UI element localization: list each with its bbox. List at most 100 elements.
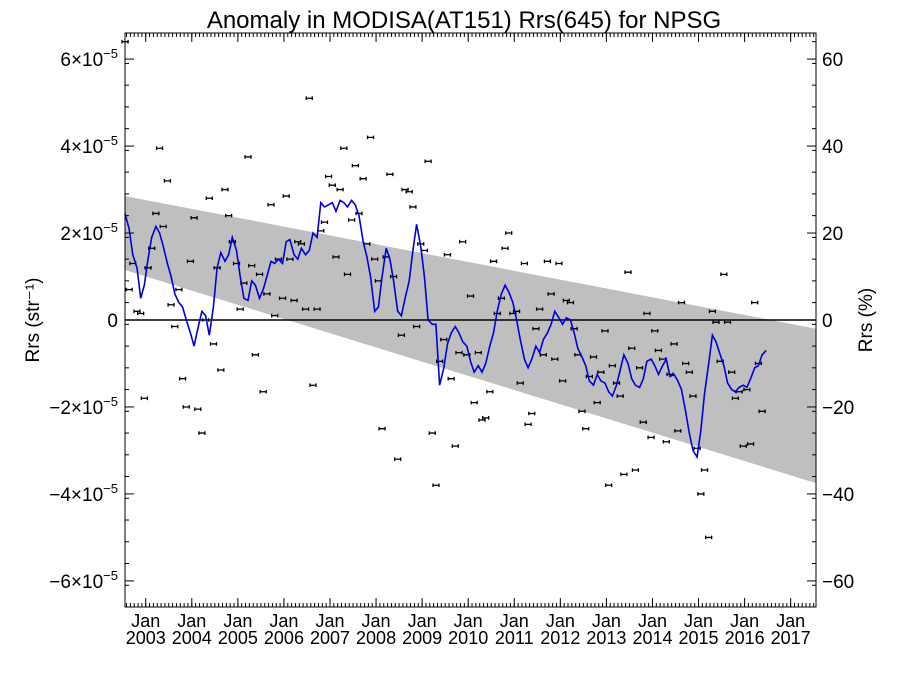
data-point <box>635 366 644 370</box>
data-point <box>347 218 356 222</box>
data-point <box>582 426 590 431</box>
y-tick-label-left: −2×10−5 <box>49 394 118 419</box>
data-point <box>693 446 701 451</box>
data-point <box>267 202 275 207</box>
data-point <box>720 272 728 277</box>
data-point <box>205 196 213 201</box>
trend-band <box>125 196 816 484</box>
x-tick-label-month: Jan <box>684 611 713 631</box>
data-point <box>336 187 344 192</box>
y-tick-label-right: −60 <box>822 572 854 593</box>
y-tick-label-right: 40 <box>822 137 843 158</box>
data-point <box>286 257 294 261</box>
chart-title: Anomaly in MODISA(AT151) Rrs(645) for NP… <box>207 7 721 34</box>
data-point <box>605 483 613 488</box>
data-point <box>585 374 594 379</box>
data-point <box>535 307 544 311</box>
data-point <box>758 409 766 414</box>
data-point <box>305 96 313 101</box>
x-tick-label-year: 2017 <box>771 628 811 648</box>
data-point <box>555 261 563 266</box>
y-tick-label-right: 60 <box>822 50 843 71</box>
data-point <box>309 383 317 388</box>
data-point <box>194 407 202 411</box>
data-point <box>558 379 567 383</box>
data-point <box>593 400 601 405</box>
x-tick-label-year: 2011 <box>495 628 534 648</box>
data-point <box>443 252 452 257</box>
data-point <box>674 429 682 433</box>
data-point <box>723 320 732 324</box>
x-tick-label-year: 2016 <box>725 628 765 648</box>
data-point <box>386 172 394 177</box>
data-point <box>501 246 509 251</box>
data-point <box>608 363 617 368</box>
data-point <box>167 302 175 307</box>
data-point <box>271 313 279 318</box>
x-tick-label-year: 2007 <box>310 628 350 648</box>
data-point <box>478 418 486 422</box>
running-mean-line <box>124 199 767 460</box>
data-point <box>743 387 751 392</box>
data-point <box>520 261 529 266</box>
data-point <box>332 255 340 259</box>
x-tick-label-month: Jan <box>223 611 252 631</box>
x-tick-label-month: Jan <box>730 611 759 631</box>
data-point <box>528 411 536 416</box>
y-tick-label-left: −4×10−5 <box>49 481 118 506</box>
data-point <box>366 135 375 140</box>
data-point <box>474 350 482 355</box>
data-point <box>263 292 271 296</box>
data-point <box>190 216 198 220</box>
x-tick-label-month: Jan <box>776 611 805 631</box>
data-point <box>746 442 755 446</box>
data-point <box>601 329 609 333</box>
data-point <box>217 368 225 372</box>
x-tick-label-month: Jan <box>408 611 437 631</box>
data-point <box>140 396 148 401</box>
x-tick-label-year: 2008 <box>356 628 396 648</box>
y-tick-label-left: 2×10−5 <box>60 220 118 245</box>
x-tick-label-year: 2013 <box>586 628 626 648</box>
data-point <box>324 174 333 179</box>
x-tick-label-year: 2004 <box>172 628 212 648</box>
data-point <box>628 346 636 351</box>
y-tick-label-right: 0 <box>822 311 833 332</box>
data-point <box>178 376 187 381</box>
data-point <box>405 189 413 194</box>
data-point <box>297 242 306 246</box>
plot-area: 6×10−5 60 4×10−5 40 2×10−5 20 0 0 −2×10−5 −20 −4×1… <box>49 32 854 648</box>
data-point <box>259 389 267 394</box>
data-point <box>651 329 659 333</box>
data-point <box>137 311 145 316</box>
data-point <box>516 381 524 385</box>
x-tick-label-month: Jan <box>269 611 298 631</box>
data-point <box>620 472 628 477</box>
data-point <box>440 337 448 342</box>
y-tick-label-left: 6×10−5 <box>60 46 118 71</box>
x-tick-label-month: Jan <box>454 611 483 631</box>
data-point <box>681 361 690 366</box>
data-point <box>466 294 475 298</box>
x-tick-label-month: Jan <box>315 611 344 631</box>
x-tick-label-year: 2015 <box>679 628 719 648</box>
y-tick-label-left: 4×10−5 <box>60 133 118 158</box>
data-point <box>163 179 172 183</box>
data-point <box>455 350 463 355</box>
data-point <box>401 187 409 192</box>
data-point <box>278 296 287 301</box>
data-point <box>731 396 740 401</box>
y-axis-label-right: Rrs (%) <box>856 288 877 352</box>
data-point <box>482 416 490 420</box>
data-point <box>677 300 686 305</box>
data-point <box>133 309 141 314</box>
data-point <box>447 376 455 381</box>
x-tick-label-month: Jan <box>638 611 667 631</box>
data-point <box>489 259 498 264</box>
data-point <box>543 259 552 264</box>
y-tick-label-left: −6×10−5 <box>49 568 118 593</box>
data-point <box>198 431 206 435</box>
data-point <box>255 272 264 277</box>
data-point <box>182 405 190 409</box>
data-point <box>751 300 759 305</box>
